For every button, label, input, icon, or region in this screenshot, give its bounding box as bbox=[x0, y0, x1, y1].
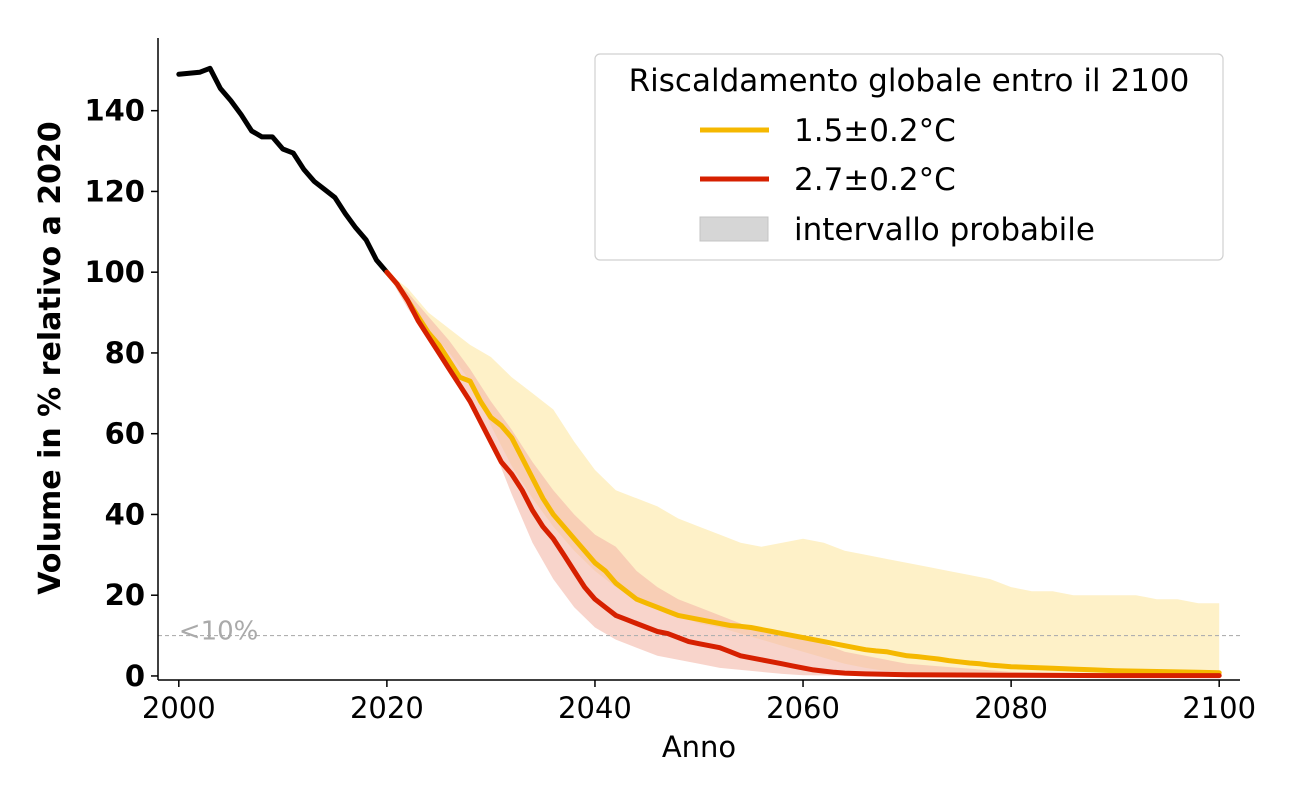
band-1-5 bbox=[386, 272, 1220, 676]
x-tick-label-2060: 2060 bbox=[766, 691, 840, 725]
x-tick-label-2080: 2080 bbox=[974, 691, 1048, 725]
x-ticks: 2000 2020 2040 2060 2080 2100 bbox=[142, 680, 1256, 725]
x-tick-label-2020: 2020 bbox=[350, 691, 424, 725]
legend-title: Riscaldamento globale entro il 2100 bbox=[629, 63, 1190, 99]
y-tick-label-120: 120 bbox=[84, 174, 145, 208]
historical-line bbox=[176, 65, 390, 275]
x-tick-label-2040: 2040 bbox=[558, 691, 632, 725]
y-ticks: 0 20 40 60 80 100 120 140 bbox=[84, 94, 158, 693]
legend-label-2-7: 2.7±0.2°C bbox=[794, 162, 956, 198]
legend-label-1-5: 1.5±0.2°C bbox=[794, 113, 956, 149]
line-2-7 bbox=[384, 269, 1222, 679]
y-tick-label-20: 20 bbox=[105, 578, 145, 612]
y-tick-label-80: 80 bbox=[105, 336, 145, 370]
x-axis-label: Anno bbox=[662, 730, 736, 764]
band-2-7 bbox=[386, 272, 1220, 676]
x-tick-label-2100: 2100 bbox=[1182, 691, 1256, 725]
y-tick-label-40: 40 bbox=[105, 497, 145, 531]
legend: Riscaldamento globale entro il 2100 1.5±… bbox=[594, 53, 1224, 261]
y-tick-label-60: 60 bbox=[105, 417, 145, 451]
y-tick-label-140: 140 bbox=[84, 94, 145, 128]
series-lines bbox=[176, 65, 1222, 679]
uncertainty-bands bbox=[386, 272, 1220, 676]
legend-frame bbox=[594, 53, 1224, 261]
y-axis-label: Volume in % relativo a 2020 bbox=[33, 121, 68, 595]
y-tick-label-0: 0 bbox=[125, 659, 145, 693]
y-tick-label-100: 100 bbox=[84, 255, 145, 289]
legend-label-range: intervallo probabile bbox=[794, 212, 1095, 248]
x-tick-label-2000: 2000 bbox=[142, 691, 216, 725]
threshold-label: <10% bbox=[179, 617, 259, 647]
legend-swatch-range bbox=[699, 216, 769, 242]
line-1-5 bbox=[384, 269, 1222, 676]
